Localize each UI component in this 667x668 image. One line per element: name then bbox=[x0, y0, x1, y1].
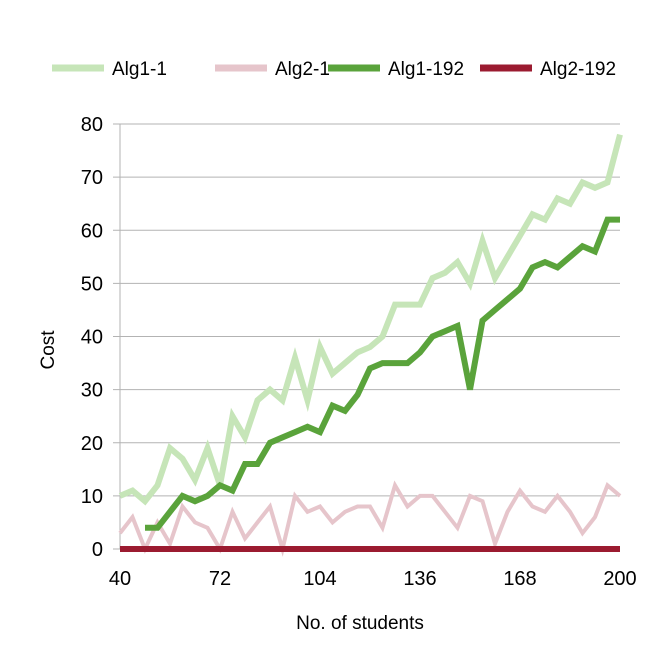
y-tick-label-40: 40 bbox=[81, 327, 103, 349]
series-line-alg1-1 bbox=[118, 133, 623, 506]
y-tick-label-20: 20 bbox=[81, 433, 103, 455]
y-tick-label-60: 60 bbox=[81, 220, 103, 242]
y-tick-label-30: 30 bbox=[81, 380, 103, 402]
series-line-alg2-1 bbox=[118, 480, 622, 557]
tick-labels: 0 10 20 30 40 50 60 70 80 40 72 104 136 168 200 bbox=[81, 114, 637, 590]
y-tick-label-0: 0 bbox=[92, 539, 103, 561]
x-tick-label-104: 104 bbox=[303, 568, 336, 590]
y-tick-label-10: 10 bbox=[81, 486, 103, 508]
series-line-alg1-192 bbox=[145, 216, 620, 531]
x-tick-label-72: 72 bbox=[209, 568, 231, 590]
legend: Alg1-1 Alg2-1 Alg1-192 Alg2-192 bbox=[52, 59, 616, 80]
legend-label-alg2-192: Alg2-192 bbox=[540, 59, 616, 80]
legend-label-alg1-1: Alg1-1 bbox=[112, 59, 167, 80]
x-tick-label-168: 168 bbox=[503, 568, 536, 590]
y-tick-label-70: 70 bbox=[81, 167, 103, 189]
x-tick-label-136: 136 bbox=[403, 568, 436, 590]
y-axis-title: Cost bbox=[38, 330, 59, 370]
x-tick-label-40: 40 bbox=[109, 568, 131, 590]
legend-label-alg1-192: Alg1-192 bbox=[388, 59, 464, 80]
y-tick-label-80: 80 bbox=[81, 114, 103, 136]
x-axis-title: No. of students bbox=[296, 613, 424, 634]
x-tick-label-200: 200 bbox=[603, 568, 636, 590]
series-layer bbox=[118, 133, 623, 557]
legend-label-alg2-1: Alg2-1 bbox=[275, 59, 330, 80]
y-tick-label-50: 50 bbox=[81, 273, 103, 295]
axes bbox=[113, 123, 121, 550]
